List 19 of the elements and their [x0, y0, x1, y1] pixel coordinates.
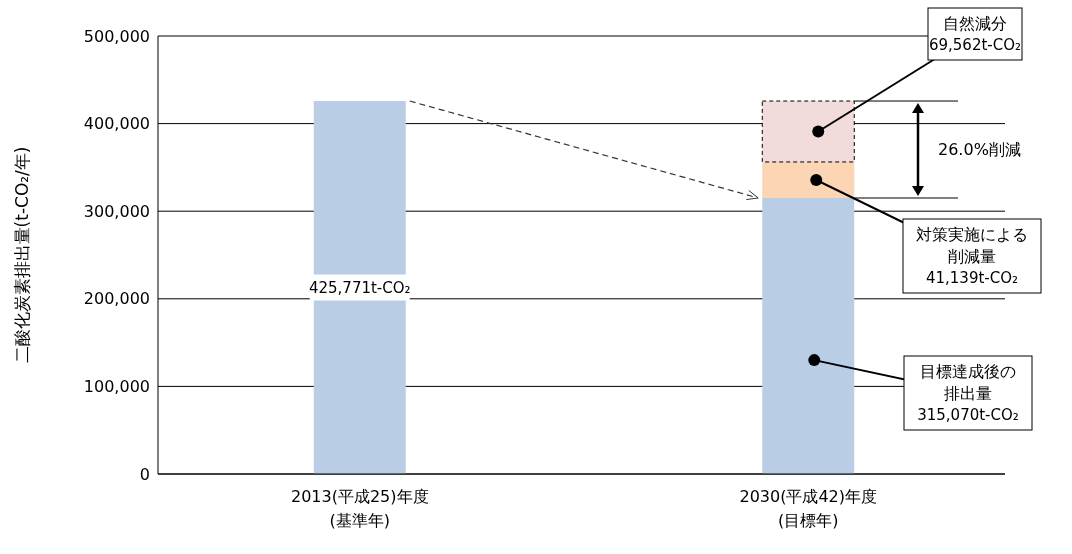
bar: [762, 198, 855, 474]
text: 自然減分: [943, 13, 1007, 33]
data-label: 41,139t-CO₂: [925, 269, 1019, 288]
bar: [762, 161, 855, 198]
annotation: 26.0%削減: [938, 140, 1021, 160]
x-tick-label: 2013(平成25)年度 (基準年): [290, 486, 429, 530]
y-tick-label: 500,000: [83, 26, 150, 46]
y-tick-label: 200,000: [83, 289, 150, 309]
x-tick-label: 2030(平成42)年度 (目標年): [739, 486, 878, 530]
text: 対策実施による削減量: [916, 224, 1028, 266]
data-label: 425,771t-CO₂: [308, 278, 411, 297]
text: 目標達成後の排出量: [920, 361, 1016, 403]
y-tick-label: 300,000: [83, 201, 150, 221]
y-axis-title: 二酸化炭素排出量(t-CO₂/年): [11, 146, 32, 364]
y-tick-label: 400,000: [83, 114, 150, 134]
data-label: 315,070t-CO₂: [917, 406, 1019, 425]
y-tick-label: 100,000: [83, 377, 150, 396]
y-tick-label: 0: [139, 464, 150, 484]
data-label: 69,562t-CO₂: [928, 36, 1022, 55]
